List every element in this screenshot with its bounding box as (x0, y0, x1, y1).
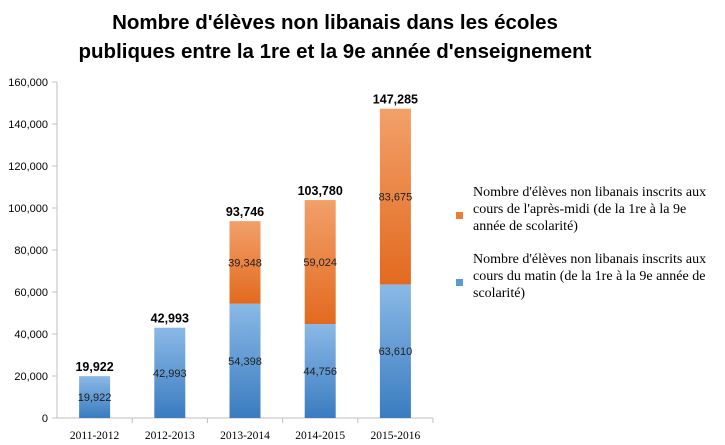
y-tick-label: 120,000 (8, 161, 48, 173)
chart-title-line-2: publiques entre la 1re et la 9e année d'… (78, 40, 592, 63)
data-label-morning: 44,756 (303, 366, 337, 378)
bar-morning (304, 324, 336, 418)
legend-item-morning: Nombre d'élèves non libanais inscrits au… (456, 251, 718, 302)
total-label: 147,285 (373, 93, 418, 107)
legend-label-morning: Nombre d'élèves non libanais inscrits au… (473, 252, 707, 301)
x-tick-label: 2015-2016 (370, 430, 420, 442)
bar-morning (154, 327, 186, 418)
data-label-afternoon: 59,024 (303, 257, 337, 269)
y-tick-label: 0 (42, 413, 48, 425)
bar-afternoon (379, 108, 411, 285)
y-tick-label: 100,000 (8, 203, 48, 215)
x-tick-label: 2013-2014 (220, 430, 270, 442)
legend-swatch-afternoon (456, 212, 463, 219)
data-label-afternoon: 39,348 (228, 257, 262, 269)
data-label-morning: 42,993 (153, 368, 187, 380)
total-label: 103,780 (298, 184, 343, 198)
chart-title-line-1: Nombre d'élèves non libanais dans les éc… (112, 11, 558, 34)
bar-afternoon (229, 221, 261, 304)
bar-afternoon (304, 200, 336, 325)
bar-morning (379, 284, 411, 418)
legend-swatch-morning (456, 279, 463, 286)
legend: Nombre d'élèves non libanais inscrits au… (456, 184, 718, 318)
bar-morning (229, 303, 261, 418)
x-tick-label: 2014-2015 (295, 430, 345, 442)
y-tick-label: 60,000 (14, 287, 48, 299)
x-tick-label: 2012-2013 (145, 430, 195, 442)
y-tick-label: 80,000 (14, 245, 48, 257)
data-label-morning: 54,398 (228, 356, 262, 368)
legend-item-afternoon: Nombre d'élèves non libanais inscrits au… (456, 184, 718, 235)
total-label: 93,746 (226, 205, 264, 219)
y-tick-label: 20,000 (14, 371, 48, 383)
legend-label-afternoon: Nombre d'élèves non libanais inscrits au… (473, 185, 707, 234)
total-label: 19,922 (75, 360, 113, 374)
x-tick-label: 2011-2012 (70, 430, 120, 442)
bar-morning (79, 376, 111, 418)
y-tick-label: 140,000 (8, 119, 48, 131)
data-label-afternoon: 83,675 (379, 192, 413, 204)
data-label-morning: 63,610 (379, 346, 413, 358)
data-label-morning: 19,922 (78, 392, 112, 404)
total-label: 42,993 (151, 312, 189, 326)
chart-title: Nombre d'élèves non libanais dans les éc… (0, 8, 670, 66)
y-tick-label: 160,000 (8, 77, 48, 89)
y-tick-label: 40,000 (14, 329, 48, 341)
